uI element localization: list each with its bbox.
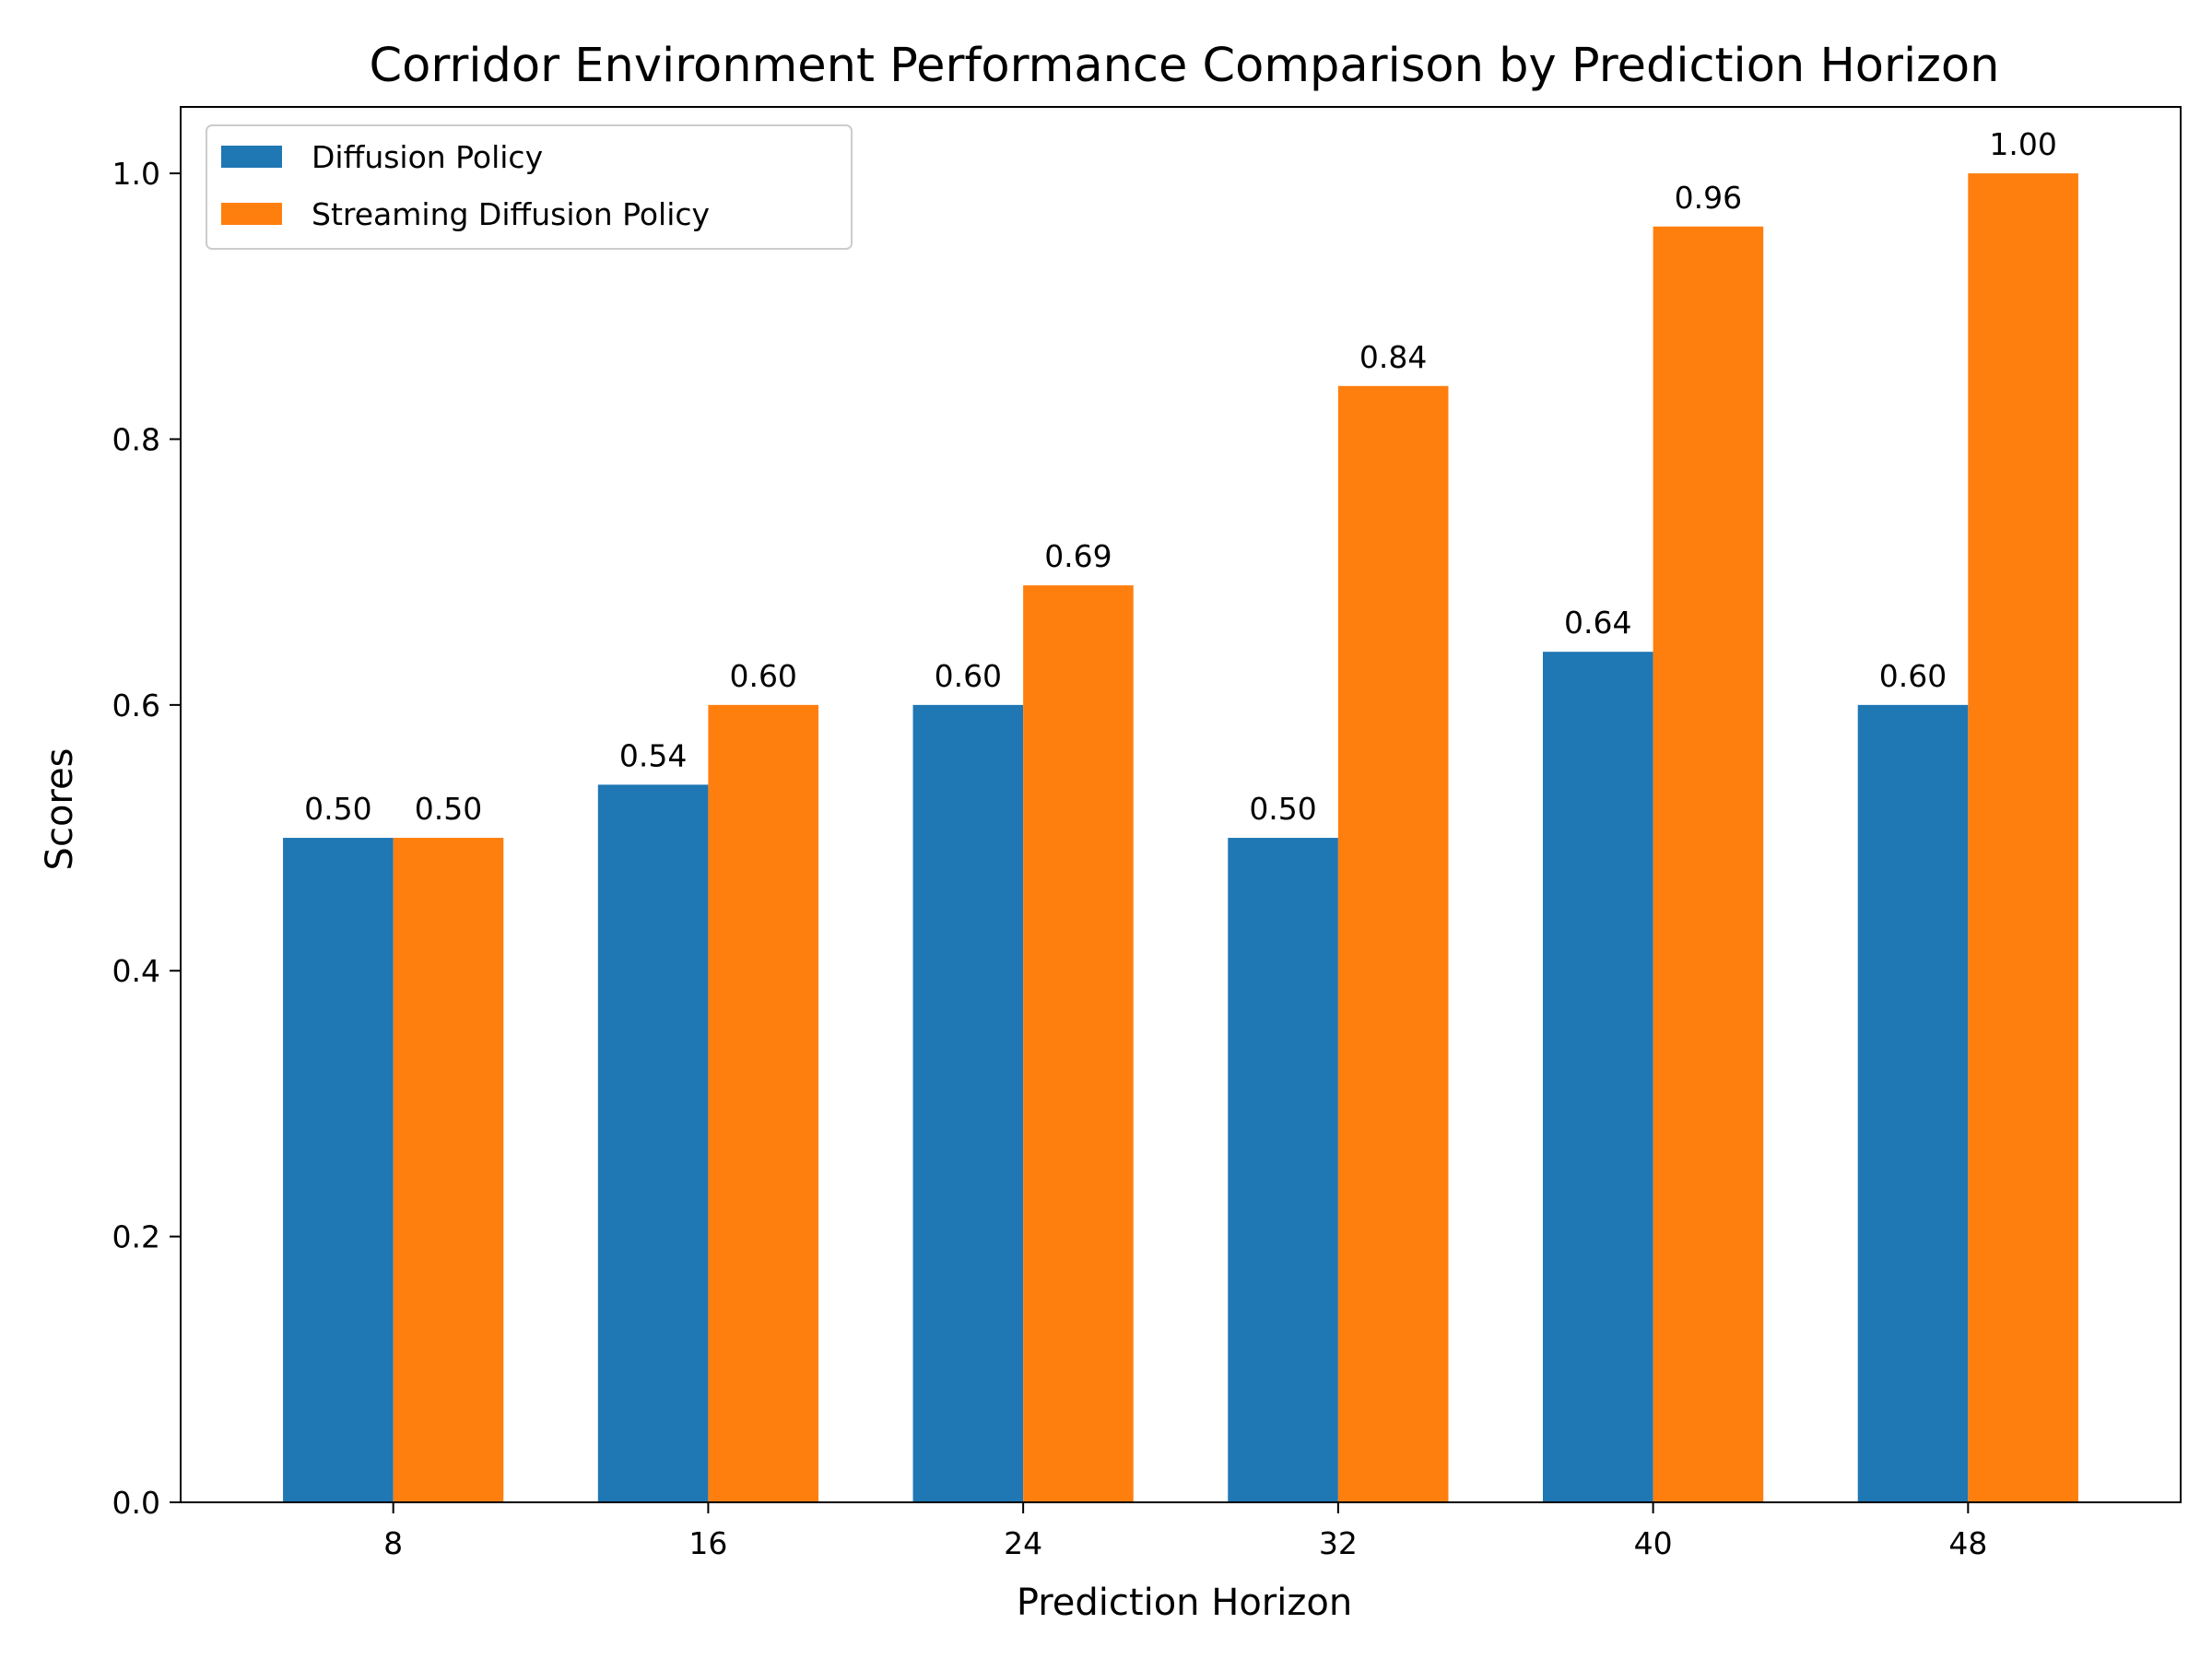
- data-label: 0.60: [1879, 658, 1947, 694]
- bar-diffusion-24: [912, 704, 1024, 1502]
- x-tick-label: 16: [688, 1525, 727, 1561]
- bar-diffusion-32: [1228, 838, 1338, 1502]
- x-tick-label: 24: [1004, 1525, 1042, 1561]
- x-tick-label: 32: [1319, 1525, 1358, 1561]
- data-label: 0.60: [729, 658, 796, 694]
- legend-box: [206, 124, 853, 250]
- y-tick-label: 0.2: [112, 1219, 160, 1255]
- y-tick-label: 1.0: [112, 156, 160, 192]
- bar-streaming-8: [393, 838, 504, 1502]
- bar-diffusion-16: [597, 784, 709, 1502]
- x-tick-label: 40: [1634, 1525, 1673, 1561]
- y-axis-label: Scores: [39, 748, 81, 871]
- series-streaming-diffusion-policy: 0.50 0.60 0.69 0.84 0.96 1.00: [393, 126, 2078, 1503]
- axes-frame: [180, 106, 2182, 1503]
- data-label: 0.60: [935, 658, 1002, 694]
- legend-swatch: [221, 146, 282, 168]
- bar-streaming-40: [1653, 226, 1764, 1502]
- bar-streaming-48: [1968, 173, 2078, 1503]
- data-label: 0.96: [1675, 180, 1742, 216]
- legend-swatch: [221, 203, 282, 225]
- legend-entry: Diffusion Policy: [312, 139, 543, 175]
- y-tick-label: 0.6: [112, 688, 160, 724]
- bar-streaming-32: [1337, 385, 1449, 1502]
- x-tick-label: 8: [383, 1525, 403, 1561]
- bar-streaming-24: [1023, 585, 1134, 1502]
- legend-entry: Streaming Diffusion Policy: [312, 196, 710, 232]
- bar-diffusion-40: [1542, 652, 1653, 1502]
- series-diffusion-policy: 0.50 0.54 0.60 0.50 0.64 0.60: [283, 605, 1969, 1502]
- y-tick-label: 0.4: [112, 953, 160, 989]
- data-label: 0.54: [619, 737, 687, 773]
- data-label: 1.00: [1989, 126, 2056, 162]
- data-label: 0.50: [1249, 791, 1316, 827]
- data-label: 0.64: [1564, 605, 1631, 641]
- x-tick-label: 48: [1948, 1525, 1987, 1561]
- bar-diffusion-48: [1857, 704, 1969, 1502]
- bar-diffusion-8: [283, 838, 394, 1502]
- y-tick-label: 0.8: [112, 421, 160, 457]
- x-axis-label: Prediction Horizon: [1017, 1582, 1352, 1624]
- plot-area: 0.500.540.600.500.640.600.500.600.690.84…: [112, 106, 2182, 1561]
- data-label: 0.50: [415, 791, 482, 827]
- data-label: 0.69: [1044, 538, 1112, 574]
- data-label: 0.84: [1359, 339, 1427, 375]
- y-tick-label: 0.0: [112, 1485, 160, 1521]
- data-label: 0.50: [304, 791, 371, 827]
- legend: Diffusion Policy Streaming Diffusion Poli…: [206, 124, 853, 250]
- bar-streaming-16: [708, 704, 819, 1502]
- chart-title: Corridor Environment Performance Compari…: [370, 39, 2000, 93]
